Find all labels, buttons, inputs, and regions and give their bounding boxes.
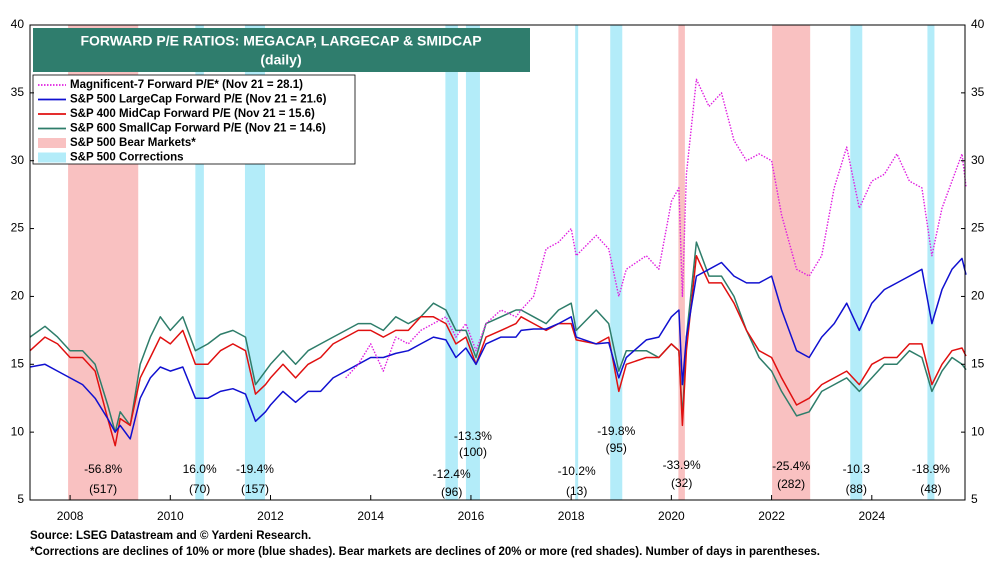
y2-tick-label: 20 <box>971 289 985 303</box>
y2-tick-label: 25 <box>971 221 985 235</box>
y-tick-label: 25 <box>11 221 25 235</box>
x-tick-label: 2010 <box>157 509 184 523</box>
chart-title: FORWARD P/E RATIOS: MEGACAP, LARGECAP & … <box>80 33 481 49</box>
shade-days-label: (517) <box>89 482 117 496</box>
x-tick-label: 2014 <box>357 509 384 523</box>
shade-change-label: 16.0% <box>183 462 217 476</box>
legend: Magnificent-7 Forward P/E* (Nov 21 = 28.… <box>38 79 327 164</box>
y-tick-label: 15 <box>11 356 25 370</box>
x-tick-label: 2022 <box>758 509 785 523</box>
legend-label: S&P 600 SmallCap Forward P/E (Nov 21 = 1… <box>70 123 326 135</box>
legend-label: S&P 400 MidCap Forward P/E (Nov 21 = 15.… <box>70 108 315 120</box>
y2-tick-label: 30 <box>971 153 985 167</box>
shade-change-label: -12.4% <box>433 467 471 481</box>
shade-change-label: -33.9% <box>663 458 701 472</box>
shade-change-label: -19.4% <box>236 462 274 476</box>
series-line <box>29 254 967 447</box>
shade-region <box>445 25 458 500</box>
y2-tick-label: 35 <box>971 85 985 99</box>
shade-change-label: -10.2% <box>558 464 596 478</box>
x-tick-label: 2012 <box>257 509 284 523</box>
y-tick-label: 20 <box>11 289 25 303</box>
title-box <box>33 28 530 72</box>
shade-days-label: (70) <box>189 482 210 496</box>
legend-swatch <box>38 152 66 163</box>
legend-label: S&P 500 Corrections <box>70 152 184 164</box>
y2-tick-label: 5 <box>971 492 978 506</box>
legend-label: S&P 500 LargeCap Forward P/E (Nov 21 = 2… <box>70 94 327 106</box>
shade-region <box>850 25 863 500</box>
chart-subtitle: (daily) <box>260 52 301 68</box>
shade-region <box>465 25 480 500</box>
legend-swatch <box>38 138 66 148</box>
shade-region <box>195 25 204 500</box>
shade-change-label: -18.9% <box>912 462 950 476</box>
shade-change-label: -13.3% <box>454 429 492 443</box>
shade-region <box>927 25 935 500</box>
x-tick-label: 2020 <box>658 509 685 523</box>
shade-days-label: (100) <box>459 445 487 459</box>
y-tick-label: 35 <box>11 85 25 99</box>
shade-days-label: (96) <box>441 485 462 499</box>
line-layer <box>29 78 967 447</box>
x-tick-label: 2024 <box>858 509 885 523</box>
y-tick-label: 30 <box>11 153 25 167</box>
shade-change-label: -56.8% <box>84 462 122 476</box>
legend-label: S&P 500 Bear Markets* <box>70 137 196 149</box>
legend-box <box>32 74 356 165</box>
x-tick-label: 2018 <box>558 509 585 523</box>
series-line <box>29 241 967 433</box>
y-tick-label: 5 <box>17 492 24 506</box>
y-tick-label: 10 <box>11 424 25 438</box>
y2-tick-label: 40 <box>971 17 985 31</box>
shade-days-label: (282) <box>777 477 805 491</box>
shade-change-label: -25.4% <box>772 459 810 473</box>
shade-days-label: (13) <box>566 484 587 498</box>
plot-frame <box>29 24 966 501</box>
x-tick-label: 2016 <box>458 509 485 523</box>
shade-change-label: -19.8% <box>597 424 635 438</box>
shade-region <box>610 25 623 500</box>
shade-region <box>575 25 579 500</box>
y2-tick-label: 15 <box>971 356 985 370</box>
source-note: Source: LSEG Datastream and © Yardeni Re… <box>30 530 311 542</box>
legend-label: Magnificent-7 Forward P/E* (Nov 21 = 28.… <box>70 79 303 91</box>
y-tick-label: 40 <box>11 17 25 31</box>
series-line <box>29 257 967 440</box>
shade-days-label: (32) <box>671 476 692 490</box>
shade-days-label: (88) <box>846 482 867 496</box>
footnote: *Corrections are declines of 10% or more… <box>30 546 820 558</box>
shade-days-label: (157) <box>241 482 269 496</box>
x-tick-label: 2008 <box>57 509 84 523</box>
shade-days-label: (95) <box>606 441 627 455</box>
series-line <box>345 78 967 379</box>
shade-change-label: -10.3 <box>843 462 871 476</box>
shade-days-label: (48) <box>920 482 941 496</box>
shade-region <box>772 25 811 500</box>
y2-tick-label: 10 <box>971 424 985 438</box>
